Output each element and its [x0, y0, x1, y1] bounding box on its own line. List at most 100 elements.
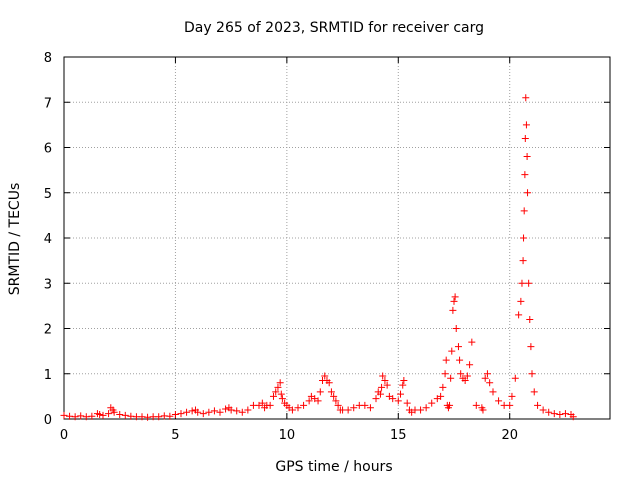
data-point	[569, 413, 577, 421]
data-point	[524, 189, 532, 197]
data-point	[486, 379, 494, 387]
data-point	[274, 383, 282, 391]
data-point	[314, 397, 322, 405]
data-point	[88, 412, 96, 420]
data-point	[397, 390, 405, 398]
data-point	[556, 410, 564, 418]
data-point	[550, 410, 558, 418]
data-point	[77, 412, 85, 420]
x-tick-label: 20	[501, 428, 518, 443]
data-point	[466, 361, 474, 369]
data-point	[528, 370, 536, 378]
x-tick-label: 10	[279, 428, 296, 443]
data-point	[495, 397, 503, 405]
data-point	[483, 370, 491, 378]
data-point	[521, 134, 529, 142]
data-point	[545, 408, 553, 416]
data-point	[188, 407, 196, 415]
data-point	[276, 379, 284, 387]
data-point	[527, 343, 535, 351]
data-point	[233, 407, 241, 415]
data-point	[199, 410, 207, 418]
data-point	[534, 401, 542, 409]
data-point	[376, 390, 384, 398]
data-point	[210, 407, 218, 415]
data-point	[205, 408, 213, 416]
data-point	[216, 408, 224, 416]
data-point	[325, 379, 333, 387]
data-point	[378, 383, 386, 391]
data-point	[121, 411, 129, 419]
data-point	[394, 397, 402, 405]
data-point	[520, 207, 528, 215]
x-axis-label: GPS time / hours	[275, 459, 392, 475]
data-point	[99, 411, 107, 419]
data-point	[105, 410, 113, 418]
data-point	[446, 401, 454, 409]
data-point	[372, 395, 380, 403]
data-point	[227, 406, 235, 414]
data-point	[269, 392, 277, 400]
data-point	[525, 279, 533, 287]
data-point	[481, 374, 489, 382]
y-tick-label: 6	[44, 142, 52, 157]
data-point	[272, 388, 280, 396]
data-point	[305, 397, 313, 405]
data-point	[327, 388, 335, 396]
x-tick-label: 5	[171, 428, 179, 443]
data-point	[422, 404, 430, 412]
data-point	[60, 411, 68, 419]
data-point	[381, 377, 389, 385]
data-point	[166, 412, 174, 420]
data-point	[403, 399, 411, 407]
data-point	[366, 404, 374, 412]
data-point	[300, 401, 308, 409]
data-point	[526, 315, 534, 323]
data-point	[71, 413, 79, 421]
data-point	[110, 408, 118, 416]
data-point	[457, 370, 465, 378]
data-point	[278, 395, 286, 403]
data-point	[441, 370, 449, 378]
x-tick-label: 0	[60, 428, 68, 443]
data-point	[472, 401, 480, 409]
data-point	[539, 406, 547, 414]
data-point	[479, 406, 487, 414]
data-point	[523, 153, 531, 161]
data-point	[266, 401, 274, 409]
data-point	[489, 388, 497, 396]
data-point	[344, 406, 352, 414]
data-point	[194, 408, 202, 416]
data-point	[447, 374, 455, 382]
y-tick-label: 4	[44, 232, 52, 247]
y-tick-label: 1	[44, 368, 52, 383]
data-point	[417, 406, 425, 414]
data-point	[450, 297, 458, 305]
data-point	[288, 406, 296, 414]
y-tick-label: 3	[44, 277, 52, 292]
data-point	[244, 406, 252, 414]
data-point	[518, 279, 526, 287]
data-point	[522, 94, 530, 102]
y-tick-label: 8	[44, 51, 52, 66]
data-point	[332, 397, 340, 405]
data-point	[294, 404, 302, 412]
y-tick-label: 0	[44, 413, 52, 428]
y-tick-label: 5	[44, 187, 52, 202]
data-point	[177, 410, 185, 418]
grid-lines	[64, 57, 610, 419]
data-point	[399, 381, 407, 389]
y-axis-label: SRMTID / TECUs	[7, 183, 23, 296]
data-point	[517, 297, 525, 305]
data-point	[511, 374, 519, 382]
data-point	[461, 377, 469, 385]
data-point	[400, 377, 408, 385]
data-point	[222, 405, 230, 413]
data-point	[451, 293, 459, 301]
data-point	[468, 338, 476, 346]
data-point	[277, 390, 285, 398]
data-point	[334, 401, 342, 409]
data-point	[116, 410, 124, 418]
data-point	[452, 325, 460, 332]
